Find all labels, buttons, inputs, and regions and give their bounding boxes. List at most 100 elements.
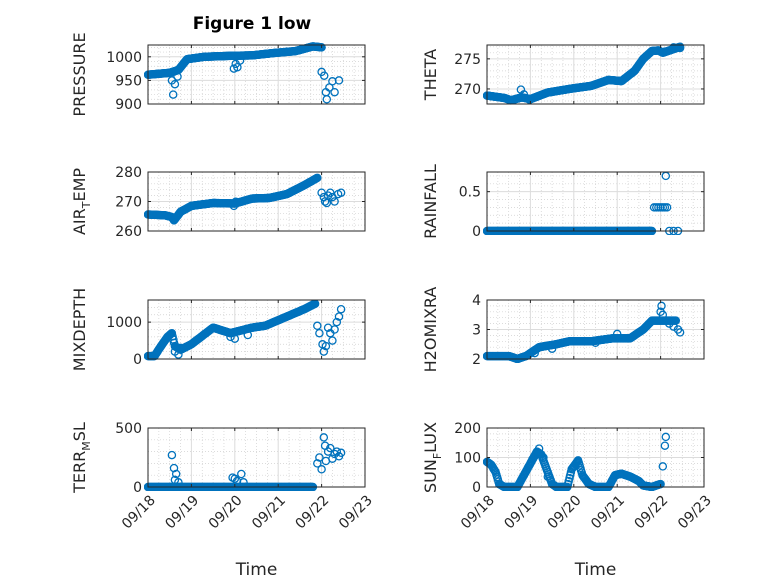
y-tick-label: 200 <box>454 421 481 437</box>
data-point <box>319 71 329 80</box>
data-point <box>322 95 332 104</box>
data-point <box>226 332 235 342</box>
data-point <box>662 203 672 212</box>
y-tick-label: 1000 <box>106 50 142 66</box>
data-point <box>321 341 331 351</box>
y-tick-label: 0 <box>133 480 142 496</box>
data-point <box>656 479 665 489</box>
minor-grid <box>487 172 704 231</box>
data-point <box>230 334 240 343</box>
data-point <box>235 56 245 65</box>
major-grid <box>487 172 704 231</box>
data-point <box>326 188 335 197</box>
data-point <box>330 197 339 206</box>
data-point <box>168 90 178 99</box>
data-point <box>519 90 529 99</box>
data-point <box>313 321 322 331</box>
data-point <box>330 325 339 334</box>
axes-box <box>486 171 705 232</box>
data-point <box>530 451 539 461</box>
data-point <box>591 338 600 348</box>
data-point <box>317 43 326 52</box>
data-point <box>334 76 344 85</box>
data-point <box>660 47 670 56</box>
data-point <box>237 469 246 479</box>
data-point <box>525 95 534 105</box>
y-tick-label: 4 <box>472 293 481 309</box>
y-tick-label: 2 <box>472 352 481 368</box>
data-point <box>326 443 335 453</box>
data-point <box>230 474 240 483</box>
y-axis-label: SUNFLUX <box>421 422 444 493</box>
data-point <box>174 478 183 487</box>
subplot-mixdepth: 0 1000 MIXDEPTH <box>70 288 366 371</box>
data-point <box>319 433 329 442</box>
y-tick-label: 900 <box>115 97 142 113</box>
data-point <box>332 447 342 456</box>
y-axis-label: RAINFALL <box>421 164 440 239</box>
data-series <box>144 173 346 225</box>
y-axis-label: H2OMIXRA <box>421 287 440 373</box>
y-axis-label: PRESSURE <box>70 32 89 116</box>
data-point <box>315 453 324 462</box>
major-grid <box>190 428 323 487</box>
y-tick-label: 3 <box>472 323 481 339</box>
x-axis-label: Time <box>574 560 617 580</box>
data-point <box>176 343 185 353</box>
data-point <box>334 312 344 321</box>
axes-box <box>147 44 366 105</box>
y-axis-label: MIXDEPTH <box>70 288 89 371</box>
subplot-rainfall: 0 0.5 RAINFALL <box>421 164 705 240</box>
y-tick-label: 0 <box>133 352 142 368</box>
data-point <box>167 450 177 460</box>
data-point <box>231 197 240 207</box>
data-point <box>313 459 322 468</box>
y-tick-label: 0 <box>472 224 481 240</box>
y-tick-label: 1000 <box>106 315 142 331</box>
data-point <box>658 310 668 320</box>
y-axis-label: AIRTEMP <box>70 168 93 235</box>
y-tick-label: 950 <box>115 73 142 89</box>
data-point <box>313 173 322 183</box>
data-point <box>239 478 248 487</box>
y-axis-label: TERRMSL <box>70 422 93 494</box>
data-point <box>171 469 181 479</box>
data-point <box>336 188 346 197</box>
x-axis-label: Time <box>235 560 278 580</box>
data-point <box>658 462 668 471</box>
data-point <box>319 347 329 356</box>
subplot-h2omixra: 2 3 4 H2OMIXRA <box>421 287 705 373</box>
data-point <box>661 432 671 442</box>
data-point <box>173 72 182 81</box>
figure-title: Figure 1 low <box>193 14 312 34</box>
y-tick-label: 270 <box>454 82 481 98</box>
major-grid <box>487 45 704 104</box>
subplot-air-temp: 260 270 280 AIRTEMP <box>70 165 366 240</box>
data-point <box>539 453 548 462</box>
data-point <box>660 441 670 450</box>
data-series <box>144 42 344 104</box>
data-point <box>612 329 622 339</box>
data-point <box>317 465 326 474</box>
data-point <box>229 201 239 211</box>
plot-area <box>487 172 704 231</box>
data-point <box>336 448 346 458</box>
y-tick-label: 0 <box>472 480 481 496</box>
data-point <box>669 43 678 52</box>
data-point <box>530 348 539 358</box>
data-point <box>332 317 342 327</box>
y-tick-label: 0.5 <box>459 185 481 201</box>
data-point <box>534 444 544 453</box>
major-grid <box>487 300 704 359</box>
axes-box <box>486 44 705 105</box>
data-point <box>675 43 685 53</box>
y-tick-label: 100 <box>454 451 481 467</box>
data-series <box>483 42 685 105</box>
data-point <box>328 336 337 345</box>
data-point <box>330 87 339 97</box>
axes-box <box>147 427 366 488</box>
data-point <box>543 472 553 481</box>
data-point <box>170 79 180 89</box>
y-tick-label: 500 <box>115 421 142 437</box>
